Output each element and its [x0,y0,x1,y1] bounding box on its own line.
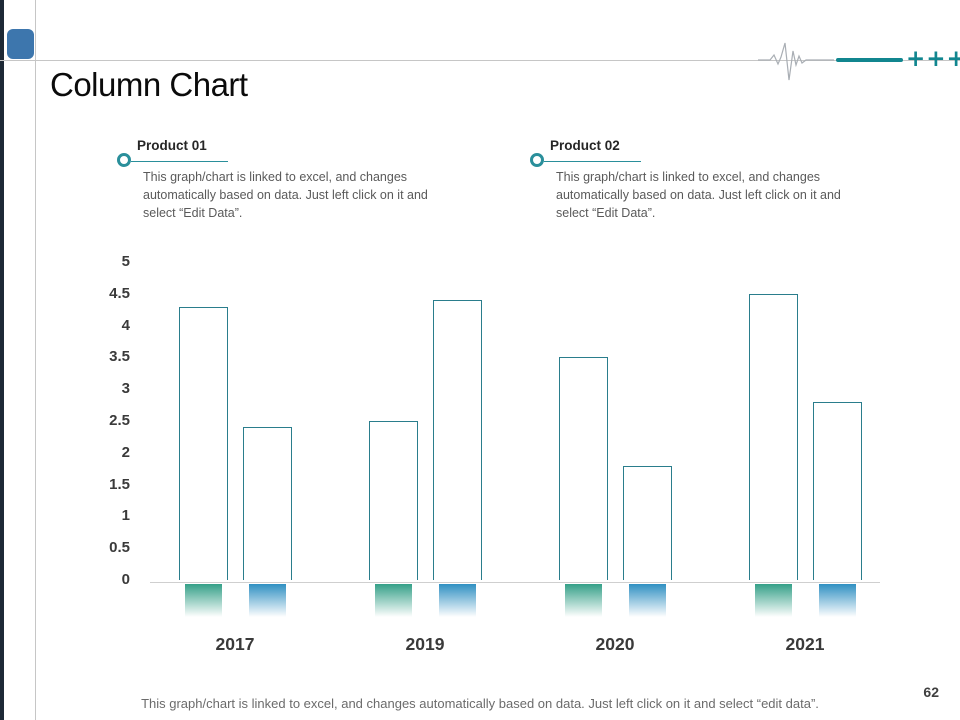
legend-underline [131,161,228,162]
y-axis-tick: 2.5 [109,412,130,429]
bar-base-gradient [629,584,666,617]
legend-underline [544,161,641,162]
title-accent-square [7,29,34,59]
bar-product-01-2021[interactable] [749,294,798,580]
legend-title: Product 01 [137,138,207,153]
x-axis-label: 2019 [405,634,445,654]
bar-base-gradient [375,584,412,617]
plus-marks-decoration: ++++ [906,46,960,72]
left-edge-accent-bar [0,0,4,720]
legend-description: This graph/chart is linked to excel, and… [143,170,428,221]
teal-accent-line [836,58,903,62]
y-axis-tick: 1 [121,507,130,525]
x-axis-label: 2021 [785,634,825,654]
bar-base-gradient [439,584,476,617]
bar-base-gradient [819,584,856,617]
heartbeat-line-icon [758,42,834,81]
y-axis-tick: 0 [121,571,130,588]
y-axis-tick: 2 [121,443,130,461]
bar-product-01-2019[interactable] [369,421,418,580]
bar-product-02-2019[interactable] [433,300,482,580]
bar-product-02-2020[interactable] [623,466,672,580]
x-axis-label: 2017 [215,634,255,654]
bar-base-gradient [565,584,602,617]
y-axis-tick: 4.5 [109,284,130,302]
frame-vertical-line [35,0,36,720]
bar-product-02-2017[interactable] [243,427,292,580]
footer-note: This graph/chart is linked to excel, and… [141,696,819,711]
y-axis-tick: 5 [121,253,130,270]
bar-base-gradient [755,584,792,617]
bar-product-02-2021[interactable] [813,402,862,580]
x-axis-line [150,582,880,583]
bar-base-gradient [185,584,222,617]
y-axis: 5 4.5 4 3.5 3 2.5 2 1.5 1 0.5 0 [85,0,130,720]
page-number: 62 [923,684,939,700]
legend-ring-icon [530,153,544,167]
y-axis-tick: 4 [121,316,130,334]
bar-product-01-2017[interactable] [179,307,228,580]
bar-product-01-2020[interactable] [559,357,608,580]
x-axis-label: 2020 [595,634,635,654]
y-axis-tick: 3 [121,380,130,398]
y-axis-tick: 1.5 [109,475,130,493]
page-title: Column Chart [50,66,248,103]
y-axis-tick: 3.5 [109,348,130,366]
frame-horizontal-line [0,60,960,61]
legend-ring-icon [117,153,131,167]
legend-description: This graph/chart is linked to excel, and… [556,170,841,221]
y-axis-tick: 0.5 [109,539,130,557]
bar-base-gradient [249,584,286,617]
legend-title: Product 02 [550,138,620,153]
